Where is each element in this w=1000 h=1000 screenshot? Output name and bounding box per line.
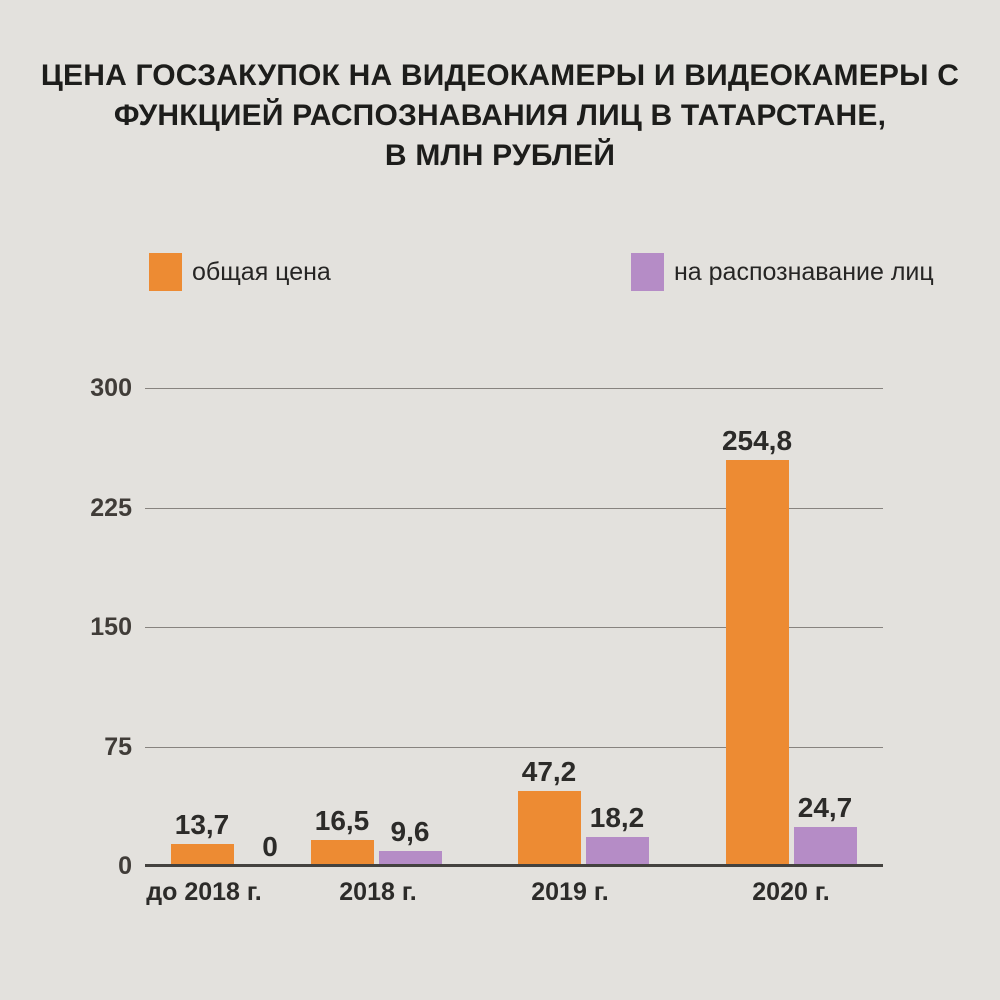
value-label: 13,7 [174, 809, 230, 840]
y-tick-label-150: 150 [90, 613, 132, 641]
legend-label-total-price: общая цена [192, 257, 331, 286]
gridline-300 [145, 388, 883, 389]
value-label: 9,6 [390, 816, 430, 847]
value-label: 16,5 [314, 805, 370, 836]
x-axis-label: 2019 г. [531, 878, 609, 906]
y-tick-label-0: 0 [118, 852, 132, 880]
bar-face-recognition [793, 827, 857, 866]
bar-face-recognition [378, 851, 442, 866]
chart-title-line-3: В МЛН РУБЛЕЙ [384, 139, 616, 172]
legend-label-face-recognition: на распознавание лиц [674, 257, 934, 286]
y-tick-label-75: 75 [104, 732, 132, 761]
bar-total-price [725, 460, 789, 866]
bar-total-price [517, 791, 581, 866]
legend-swatch-orange-icon [149, 253, 182, 291]
legend-item-total-price: общая цена [149, 252, 331, 292]
y-tick-label-225: 225 [90, 493, 132, 522]
value-label: 18,2 [589, 802, 645, 833]
gridline-150 [145, 627, 883, 628]
value-label: 0 [262, 831, 278, 862]
legend-swatch-purple-icon [631, 253, 664, 291]
bar-face-recognition [585, 837, 649, 866]
x-axis-label: до 2018 г. [146, 878, 262, 906]
bar-total-price [170, 844, 234, 866]
x-axis-line [145, 864, 883, 867]
y-tick-label-300: 300 [90, 374, 132, 402]
bar-total-price [310, 840, 374, 866]
chart-title-line-2: ФУНКЦИЕЙ РАСПОЗНАВАНИЯ ЛИЦ В ТАТАРСТАНЕ, [113, 99, 887, 132]
x-axis-label: 2020 г. [752, 878, 830, 906]
legend-item-face-recognition: на распознавание лиц [631, 252, 934, 292]
x-axis-label: 2018 г. [339, 878, 417, 906]
value-label: 24,7 [797, 792, 853, 823]
chart-title: ЦЕНА ГОСЗАКУПОК НА ВИДЕОКАМЕРЫ И ВИДЕОКА… [0, 56, 1000, 176]
value-label: 254,8 [721, 425, 793, 456]
chart-title-line-1: ЦЕНА ГОСЗАКУПОК НА ВИДЕОКАМЕРЫ И ВИДЕОКА… [40, 59, 960, 92]
gridline-225 [145, 507, 883, 509]
gridline-75 [145, 746, 883, 748]
value-label: 47,2 [521, 756, 577, 787]
